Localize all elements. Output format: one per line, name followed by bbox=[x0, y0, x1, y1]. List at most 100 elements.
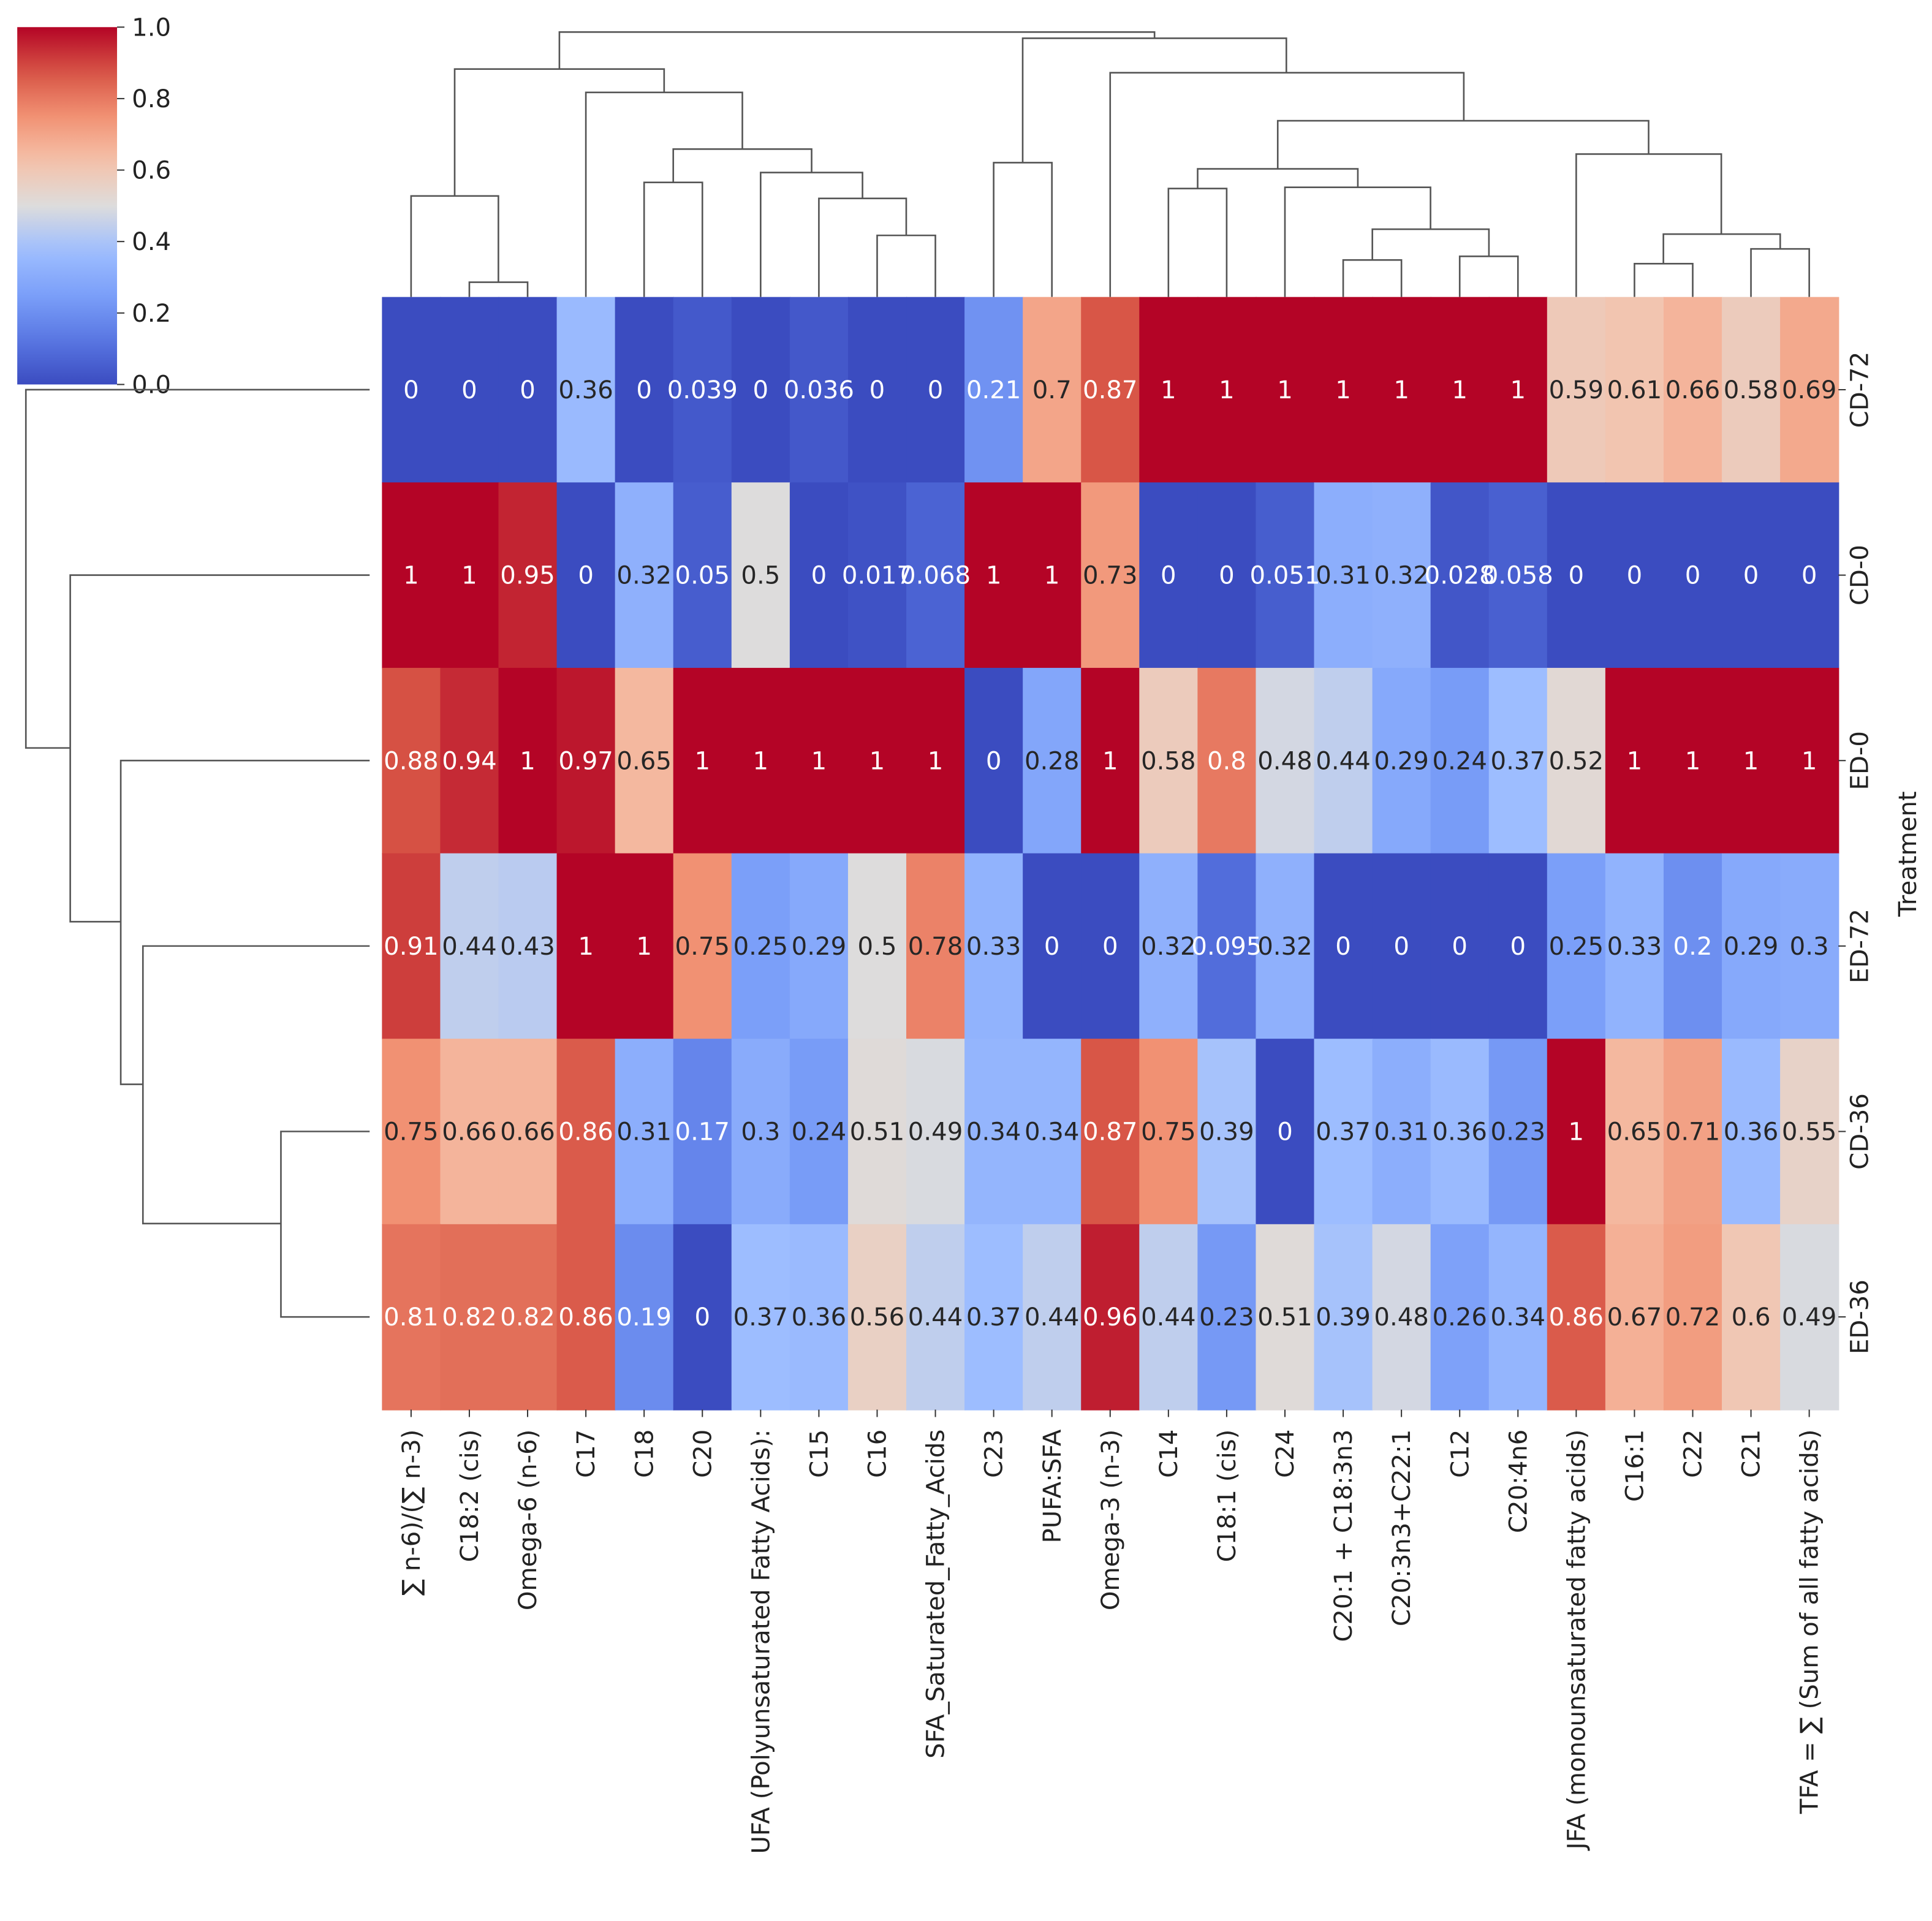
cell-value-label: 1 bbox=[461, 562, 477, 590]
cell-value-label: 0.69 bbox=[1782, 376, 1837, 404]
cell-value-label: 0.29 bbox=[1724, 933, 1779, 961]
column-dendrogram bbox=[410, 31, 1810, 297]
heatmap-cell bbox=[1488, 853, 1548, 1040]
cell-value-label: 0.017 bbox=[842, 562, 912, 590]
cell-value-label: 0.3 bbox=[741, 1118, 780, 1146]
cell-value-label: 0.86 bbox=[558, 1303, 613, 1332]
cell-value-label: 0 bbox=[1510, 933, 1526, 961]
cell-value-label: 0.43 bbox=[500, 933, 555, 961]
heatmap-cell bbox=[1139, 667, 1199, 854]
cell-value-label: 0.8 bbox=[1207, 747, 1246, 775]
x-tick-label: C16 bbox=[864, 1430, 892, 1478]
row-dendrogram-link bbox=[119, 759, 370, 1085]
cell-value-label: 0.73 bbox=[1083, 562, 1138, 590]
heatmap-cell bbox=[498, 482, 558, 669]
heatmap-cell bbox=[1663, 853, 1723, 1040]
heatmap-cell bbox=[1197, 853, 1257, 1040]
cell-value-label: 0 bbox=[636, 376, 652, 404]
heatmap-cell bbox=[731, 297, 791, 483]
cell-value-label: 0.31 bbox=[1316, 562, 1371, 590]
heatmap-cell bbox=[1547, 297, 1607, 483]
heatmap-cell bbox=[1372, 853, 1431, 1040]
heatmap-cell bbox=[847, 297, 907, 483]
heatmap-cell bbox=[1547, 1224, 1607, 1411]
heatmap-cell bbox=[1547, 667, 1607, 854]
heatmap-cell bbox=[615, 1039, 674, 1226]
cell-value-label: 0.31 bbox=[616, 1118, 672, 1146]
cell-value-label: 0.37 bbox=[1491, 747, 1546, 775]
x-tick-label: JFA (monounsaturated fatty acids) bbox=[1563, 1430, 1591, 1852]
x-tick-label: C24 bbox=[1271, 1430, 1300, 1478]
heatmap-cell bbox=[556, 667, 616, 854]
cell-value-label: 0.068 bbox=[900, 562, 971, 590]
heatmap-cell bbox=[789, 853, 849, 1040]
heatmap-cell bbox=[440, 482, 499, 669]
heatmap-cell bbox=[1256, 1224, 1315, 1411]
cell-value-label: 0.87 bbox=[1083, 376, 1138, 404]
heatmap-cell bbox=[440, 667, 499, 854]
heatmap-cell bbox=[556, 853, 616, 1040]
cell-value-label: 0.19 bbox=[616, 1303, 672, 1332]
heatmap-cell bbox=[1314, 853, 1373, 1040]
cell-value-label: 0.44 bbox=[1316, 747, 1371, 775]
x-tick-label: Omega-6 (n-6) bbox=[514, 1430, 542, 1611]
heatmap-cell bbox=[1722, 667, 1781, 854]
cell-value-label: 1 bbox=[520, 747, 536, 775]
cell-value-label: 0.49 bbox=[908, 1118, 963, 1146]
heatmap-cell bbox=[1605, 1039, 1665, 1226]
heatmap-cell bbox=[906, 1224, 966, 1411]
cell-value-label: 0 bbox=[1452, 933, 1468, 961]
y-tick-label: ED-0 bbox=[1846, 731, 1874, 790]
cell-value-label: 0.33 bbox=[1607, 933, 1662, 961]
cell-value-label: 1 bbox=[811, 747, 827, 775]
column-dendrogram-link bbox=[1284, 186, 1431, 297]
cell-value-label: 0.24 bbox=[1432, 747, 1487, 775]
cell-value-label: 0.34 bbox=[1491, 1303, 1546, 1332]
heatmap-cell bbox=[731, 1224, 791, 1411]
heatmap-cell bbox=[731, 482, 791, 669]
heatmap-cell bbox=[1139, 482, 1199, 669]
cell-value-label: 0.028 bbox=[1425, 562, 1495, 590]
cell-value-label: 0.65 bbox=[616, 747, 672, 775]
column-dendrogram-link bbox=[1109, 72, 1465, 297]
cell-value-label: 0.6 bbox=[1732, 1303, 1771, 1332]
column-dendrogram-link bbox=[1371, 228, 1490, 260]
column-dendrogram-link bbox=[558, 31, 1156, 69]
cell-value-label: 0.21 bbox=[966, 376, 1021, 404]
cell-value-label: 0.97 bbox=[558, 747, 613, 775]
cell-value-label: 0.29 bbox=[792, 933, 847, 961]
row-dendrogram-link bbox=[25, 388, 370, 749]
x-tick-label: C14 bbox=[1155, 1430, 1183, 1478]
row-dendrogram-link bbox=[280, 1131, 370, 1318]
y-tick-label: ED-72 bbox=[1846, 909, 1874, 983]
heatmap-cell bbox=[382, 482, 441, 669]
y-tick-label: CD-72 bbox=[1846, 352, 1874, 428]
cell-value-label: 0.32 bbox=[1141, 933, 1196, 961]
heatmap-cell bbox=[1197, 482, 1257, 669]
cell-value-label: 1 bbox=[1743, 747, 1759, 775]
heatmap-cell bbox=[731, 667, 791, 854]
heatmap-cell bbox=[1722, 482, 1781, 669]
heatmap-cell bbox=[964, 667, 1024, 854]
cell-value-label: 0.55 bbox=[1782, 1118, 1837, 1146]
heatmap-cell bbox=[1081, 1224, 1140, 1411]
heatmap-cell bbox=[498, 1224, 558, 1411]
cell-value-label: 0.48 bbox=[1257, 747, 1313, 775]
heatmap-cell bbox=[1139, 1224, 1199, 1411]
cell-value-label: 1 bbox=[636, 933, 652, 961]
cell-value-label: 0.94 bbox=[442, 747, 497, 775]
x-tick-label: Omega-3 (n-3) bbox=[1097, 1430, 1125, 1611]
heatmap-cell bbox=[1081, 482, 1140, 669]
heatmap-cell bbox=[1139, 297, 1199, 483]
cell-value-label: 0.36 bbox=[792, 1303, 847, 1332]
heatmap-cell bbox=[1372, 482, 1431, 669]
heatmap-cell bbox=[1547, 853, 1607, 1040]
column-dendrogram-link bbox=[1167, 188, 1228, 297]
heatmap-cell bbox=[556, 1224, 616, 1411]
heatmap-cells bbox=[382, 297, 1839, 1411]
cell-value-label: 0.37 bbox=[1316, 1118, 1371, 1146]
cell-value-label: 0.31 bbox=[1374, 1118, 1429, 1146]
cell-value-label: 1 bbox=[1219, 376, 1235, 404]
cell-value-label: 0 bbox=[1161, 562, 1176, 590]
